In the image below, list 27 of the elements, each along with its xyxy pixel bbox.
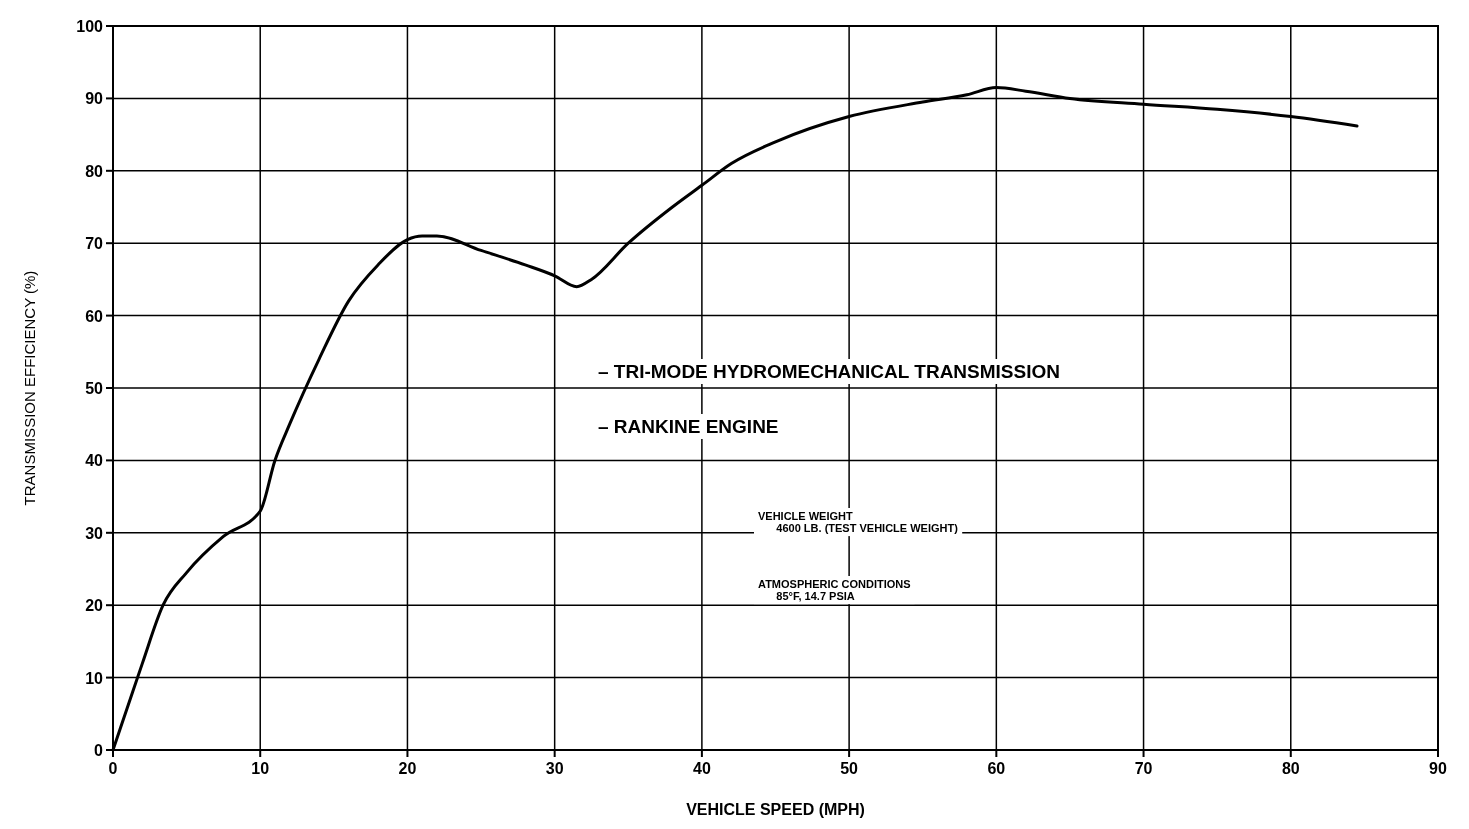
- y-tick-label: 50: [85, 380, 104, 397]
- y-tick-label: 0: [94, 742, 104, 759]
- y-tick-label: 90: [85, 90, 104, 108]
- x-tick-label: 40: [692, 760, 711, 777]
- x-tick-label: 90: [1429, 760, 1447, 777]
- x-tick-label: 80: [1281, 760, 1300, 777]
- y-tick-label: 30: [85, 524, 104, 542]
- y-tick-label: 70: [85, 235, 104, 253]
- annotation: – TRI-MODE HYDROMECHANICAL TRANSMISSION: [598, 361, 1060, 382]
- y-tick-label: 20: [85, 597, 104, 615]
- x-tick-label: 0: [108, 760, 118, 777]
- x-tick-label: 70: [1134, 760, 1153, 777]
- y-tick-label: 10: [85, 669, 104, 687]
- y-tick-label: 80: [85, 162, 104, 180]
- x-tick-label: 20: [398, 760, 417, 777]
- x-tick-label: 30: [545, 760, 564, 777]
- annotation: VEHICLE WEIGHT 4600 LB. (TEST VEHICLE WEIGHT): [758, 510, 959, 535]
- y-tick-label: 60: [85, 307, 104, 325]
- annotation: ATMOSPHERIC CONDITIONS 85°F, 14.7 PSIA: [758, 578, 911, 603]
- annotation: – RANKINE ENGINE: [598, 416, 779, 437]
- x-tick-label: 50: [840, 760, 859, 777]
- y-tick-label: 100: [76, 18, 104, 35]
- x-tick-label: 10: [251, 760, 270, 777]
- y-tick-label: 40: [85, 452, 104, 470]
- x-axis-title: VEHICLE SPEED (MPH): [686, 801, 865, 818]
- x-tick-label: 60: [987, 760, 1006, 777]
- y-axis-title: TRANSMISSION EFFICIENCY (%): [21, 270, 38, 506]
